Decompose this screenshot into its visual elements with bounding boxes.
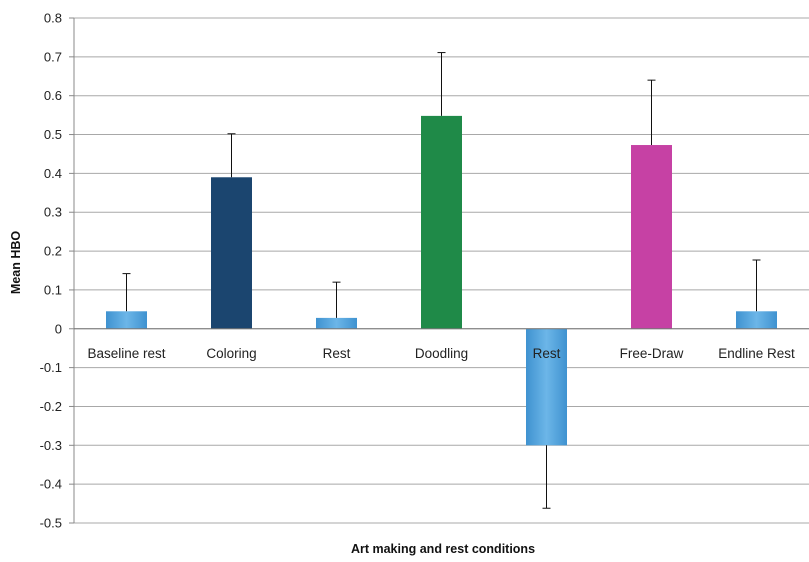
labels: 0.8 0.7 0.6 0.5 0.4 0.3 0.2 0.1 0 -0.1 -0.2 -0.3 -0.…: [9, 11, 795, 557]
x-category-label: Doodling: [415, 346, 468, 361]
bar: [631, 145, 672, 329]
y-axis-title: Mean HBO: [9, 231, 23, 294]
y-tick-label: 0.5: [44, 127, 62, 142]
x-category-label: Free-Draw: [620, 346, 684, 361]
error-bars: [122, 52, 761, 509]
y-tick-label: 0.7: [44, 49, 62, 64]
y-tick-label: -0.4: [40, 477, 62, 492]
bars: [106, 115, 777, 446]
y-tick-label: 0.4: [44, 166, 62, 181]
x-category-label: Rest: [323, 346, 351, 361]
bar: [106, 311, 147, 329]
y-tick-label: 0.3: [44, 205, 62, 220]
x-category-label: Baseline rest: [87, 346, 165, 361]
y-tick-label: -0.3: [40, 438, 62, 453]
y-tick-label: -0.5: [40, 516, 62, 531]
y-tick-label: 0.6: [44, 88, 62, 103]
bar: [316, 317, 357, 329]
bar: [421, 115, 462, 329]
y-tick-label: 0.1: [44, 282, 62, 297]
y-tick-label: 0: [55, 321, 62, 336]
x-category-label: Endline Rest: [718, 346, 795, 361]
y-tick-label: 0.8: [44, 11, 62, 26]
x-category-label: Coloring: [206, 346, 256, 361]
x-axis-title: Art making and rest conditions: [351, 542, 535, 556]
axes: [69, 17, 809, 524]
bar: [736, 311, 777, 329]
bar: [211, 177, 252, 329]
x-category-label: Rest: [533, 346, 561, 361]
y-tick-label: 0.2: [44, 244, 62, 259]
y-tick-label: -0.2: [40, 399, 62, 414]
bar: [526, 328, 567, 446]
y-tick-label: -0.1: [40, 360, 62, 375]
